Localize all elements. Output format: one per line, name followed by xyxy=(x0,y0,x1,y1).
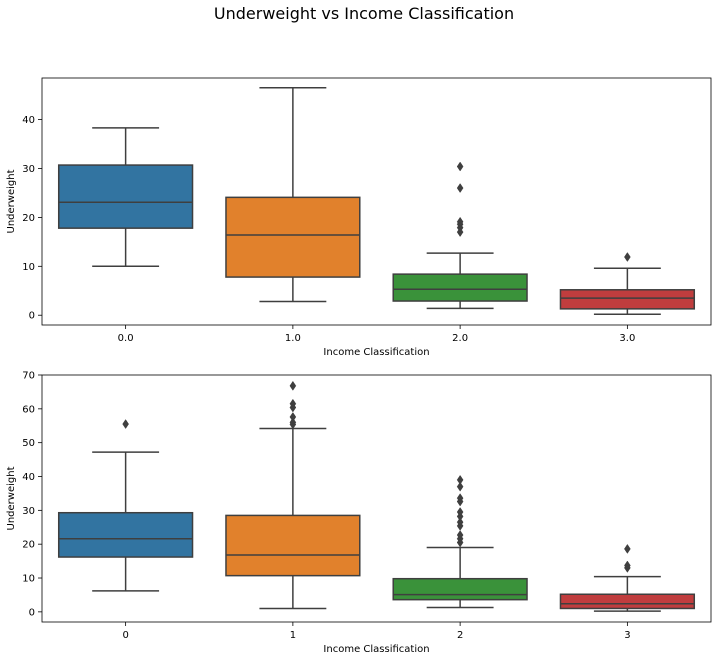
x-tick-label: 1 xyxy=(290,630,296,641)
outlier-point xyxy=(456,474,464,485)
outlier-point xyxy=(122,419,129,430)
box-3.0 xyxy=(559,252,696,315)
outlier-point xyxy=(456,216,464,227)
y-tick-label: 0 xyxy=(29,311,35,322)
x-tick-label: 2.0 xyxy=(452,333,468,344)
outlier-point xyxy=(456,530,464,540)
outlier-point xyxy=(624,543,631,554)
outlier-point xyxy=(456,493,464,504)
box-2.0 xyxy=(392,161,528,310)
y-tick-label: 20 xyxy=(22,213,35,224)
x-tick-label: 3.0 xyxy=(619,333,635,344)
iqr-box xyxy=(559,289,696,310)
outlier-point xyxy=(624,560,631,571)
plot-frame xyxy=(41,77,712,326)
x-axis-label: Income Classification xyxy=(323,347,429,358)
y-tick-label: 40 xyxy=(22,472,35,483)
iqr-box xyxy=(392,273,528,302)
iqr-box xyxy=(392,577,528,601)
y-tick-label: 40 xyxy=(22,115,35,126)
x-tick-label: 1.0 xyxy=(285,333,301,344)
outlier-point xyxy=(289,417,297,428)
iqr-box xyxy=(57,164,194,229)
plot-frame xyxy=(41,374,712,623)
iqr-box xyxy=(225,514,361,577)
y-tick-label: 20 xyxy=(22,540,35,551)
y-tick-label: 0 xyxy=(29,607,35,618)
y-tick-label: 50 xyxy=(22,438,35,449)
x-tick-label: 0 xyxy=(122,630,128,641)
y-tick-label: 60 xyxy=(22,404,35,415)
outlier-point xyxy=(289,380,297,391)
x-tick-label: 2 xyxy=(457,630,463,641)
box-0.0 xyxy=(57,127,194,268)
outlier-point xyxy=(456,507,464,517)
outlier-point xyxy=(456,481,464,492)
outlier-point xyxy=(289,398,297,409)
x-axis-label: Income Classification xyxy=(323,644,429,655)
box-3 xyxy=(559,543,696,612)
y-axis-label: Underweight xyxy=(6,169,17,233)
outlier-point xyxy=(289,412,297,422)
x-tick-label: 3 xyxy=(624,630,630,641)
outlier-point xyxy=(456,161,464,172)
top-box-plot: 0 10 20 30 40 0.0 1.0 2.0 3.0 Income Classificati… xyxy=(6,77,712,358)
x-tick-label: 0.0 xyxy=(118,333,134,344)
figure-title: Underweight vs Income Classification xyxy=(214,4,514,23)
iqr-box xyxy=(57,511,194,558)
box-2 xyxy=(392,474,528,609)
y-tick-label: 30 xyxy=(22,506,35,517)
y-tick-label: 10 xyxy=(22,262,35,273)
box-1 xyxy=(225,380,361,610)
box-1.0 xyxy=(225,87,361,303)
bottom-box-plot: 0 10 20 30 40 50 60 70 0 1 2 3 Income Classification… xyxy=(6,371,712,655)
outlier-point xyxy=(456,183,464,193)
outlier-point xyxy=(456,517,464,528)
iqr-box xyxy=(225,196,361,278)
y-tick-label: 10 xyxy=(22,574,35,585)
iqr-box xyxy=(559,593,696,610)
box-0 xyxy=(57,419,194,592)
y-tick-label: 30 xyxy=(22,164,35,175)
y-axis-label: Underweight xyxy=(6,466,17,530)
y-tick-label: 70 xyxy=(22,371,35,382)
outlier-point xyxy=(624,252,631,262)
